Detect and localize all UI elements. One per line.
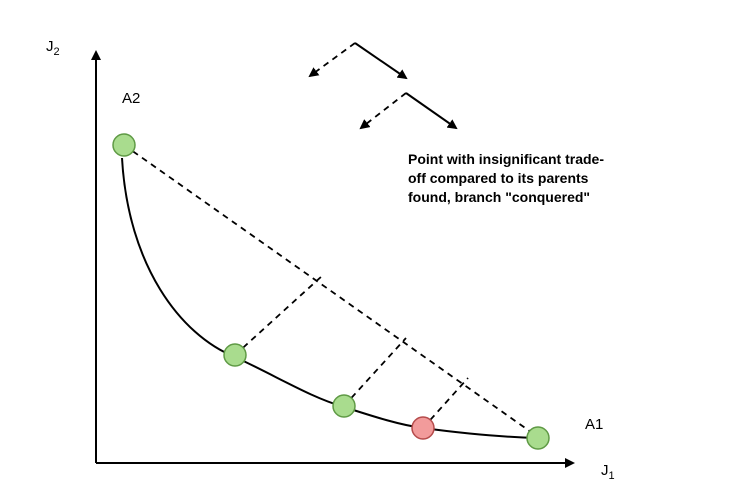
point-pareto-1 <box>223 343 247 367</box>
dashed-perpendicular-2 <box>343 337 407 407</box>
point-a1 <box>526 426 550 450</box>
pareto-front-curve <box>121 157 539 439</box>
y-axis-label-sub: 2 <box>53 46 60 58</box>
point-pareto-2 <box>332 394 356 418</box>
branch-arrow-dashed-upper <box>308 42 356 78</box>
dashed-perpendicular-1 <box>234 275 323 356</box>
branch-arrow-dashed-lower <box>359 92 407 130</box>
annotation-line-2: off compared to its parents <box>408 170 589 186</box>
point-a2 <box>112 133 136 157</box>
label-a1: A1 <box>585 416 604 433</box>
x-axis-label-main: J <box>601 462 609 479</box>
y-axis-label-main: J <box>46 38 54 55</box>
x-axis-label: J1 <box>601 462 615 482</box>
annotation-line-3: found, branch "conquered" <box>408 189 591 205</box>
branch-arrow-solid-lower <box>405 92 458 130</box>
y-axis-label: J2 <box>46 38 60 58</box>
dashed-line-a2-a1 <box>123 144 539 438</box>
point-insignificant-tradeoff <box>411 416 435 440</box>
annotation-line-1: Point with insignificant trade- <box>408 151 604 167</box>
x-axis-label-sub: 1 <box>608 470 615 482</box>
annotation-text: Point with insignificant trade- off comp… <box>408 150 698 207</box>
label-a2: A2 <box>122 90 141 107</box>
branch-arrow-solid-upper <box>354 42 408 80</box>
